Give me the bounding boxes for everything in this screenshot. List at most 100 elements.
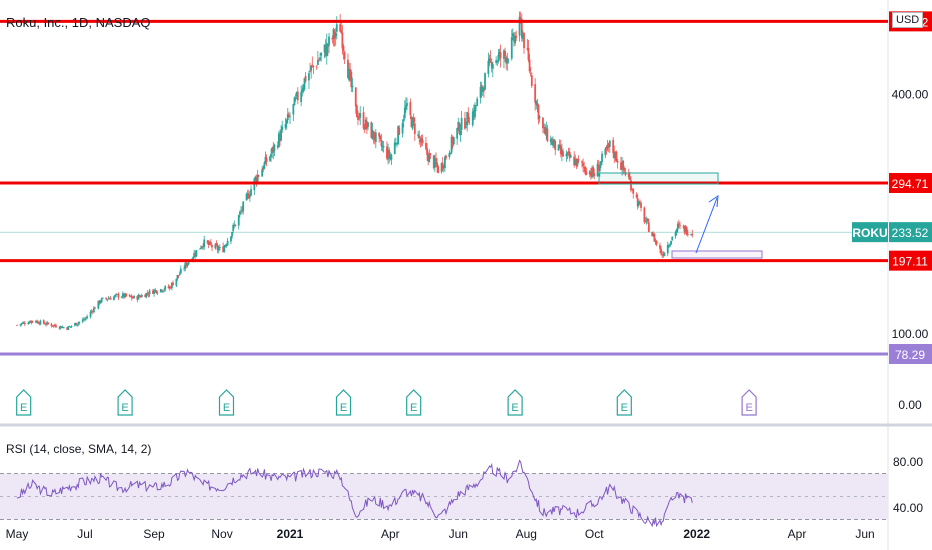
candle-body: [682, 226, 685, 228]
candle-body: [480, 84, 483, 92]
candle-body: [271, 147, 274, 154]
candle-body: [421, 139, 424, 144]
earnings-badge-icon: [117, 389, 133, 416]
candle-body: [285, 119, 288, 124]
candle-body: [632, 189, 635, 194]
candle-body: [646, 218, 649, 222]
candle-body: [389, 158, 392, 160]
candle-body: [637, 201, 640, 206]
candle-body: [152, 290, 154, 294]
candle-body: [627, 173, 630, 178]
candle-body: [100, 298, 103, 302]
candle-body: [371, 129, 374, 139]
candle-body: [334, 33, 337, 37]
candle-body: [388, 149, 391, 158]
candle-body: [241, 209, 243, 211]
candle-body: [52, 325, 55, 327]
candle-body: [136, 296, 139, 300]
candle-body: [584, 166, 587, 172]
candle-body: [218, 247, 221, 249]
candle-body: [588, 171, 591, 175]
candle-body: [341, 32, 344, 49]
candle-body: [506, 58, 509, 64]
earnings-marker[interactable]: E: [16, 389, 32, 416]
candle-body: [31, 320, 34, 322]
candle-body: [28, 321, 31, 324]
candle-body: [394, 143, 397, 145]
candle-body: [39, 320, 42, 325]
candle-body: [484, 73, 486, 90]
time-axis-label: Sep: [143, 527, 165, 541]
rsi-axis[interactable]: 80.00 40.00: [893, 455, 923, 515]
candle-body: [636, 197, 639, 207]
candle-body: [147, 294, 150, 296]
candle-body: [269, 156, 271, 161]
candle-body: [45, 324, 47, 325]
candle-body: [294, 97, 297, 100]
candle-body: [412, 117, 415, 123]
candle-body: [101, 297, 104, 299]
candle-body: [335, 24, 338, 32]
candle-body: [255, 177, 258, 182]
level-value: 78.29: [895, 348, 925, 362]
candle-body: [214, 244, 217, 249]
candle-body: [396, 143, 398, 145]
candle-body: [326, 44, 329, 48]
earnings-marker[interactable]: E: [335, 389, 352, 416]
candle-body: [66, 327, 69, 330]
symbol-title[interactable]: Roku, Inc., 1D, NASDAQ: [6, 15, 151, 30]
candle-body: [363, 128, 366, 130]
earnings-marker[interactable]: E: [406, 389, 422, 416]
price-axis[interactable]: 400.00 100.00 0.00: [892, 88, 929, 412]
candle-body: [645, 219, 648, 221]
candle-body: [124, 293, 126, 298]
candle-body: [452, 137, 455, 145]
horizontal-levels[interactable]: [0, 19, 888, 356]
target-rectangle: [598, 172, 719, 185]
candle-body: [319, 57, 321, 60]
candle-body: [387, 149, 389, 160]
time-axis[interactable]: May Jul Sep Nov 2021 Apr Jun Aug Oct 2022 Apr Jun: [6, 527, 875, 541]
candle-body: [67, 326, 70, 330]
candle-body: [605, 147, 608, 150]
candle-body: [535, 101, 538, 105]
candles[interactable]: [16, 11, 694, 331]
candle-body: [553, 139, 556, 144]
candle-body: [495, 60, 498, 63]
candle-body: [27, 323, 30, 325]
candle-body: [262, 167, 265, 170]
earnings-marker[interactable]: E: [507, 389, 523, 416]
candle-body: [256, 174, 259, 182]
candle-body: [60, 326, 63, 329]
candle-body: [554, 140, 557, 150]
candle-body: [420, 138, 423, 142]
user-drawings[interactable]: [598, 172, 763, 259]
earnings-badge-icon: [335, 389, 352, 416]
time-axis-label: Oct: [585, 527, 604, 541]
earnings-marker[interactable]: E: [741, 389, 757, 416]
candle-body: [355, 105, 358, 118]
rsi-indicator[interactable]: [16, 459, 693, 528]
candle-body: [403, 107, 406, 119]
candle-body: [30, 320, 33, 323]
candle-body: [604, 148, 607, 156]
currency-label[interactable]: USD: [892, 12, 924, 28]
candle-body: [583, 167, 586, 169]
earnings-marker[interactable]: E: [218, 389, 235, 416]
candle-body: [367, 122, 369, 128]
candle-body: [474, 104, 476, 118]
candle-body: [331, 37, 334, 40]
time-axis-label: Apr: [788, 527, 807, 541]
earnings-marker[interactable]: E: [117, 389, 133, 416]
candle-body: [304, 75, 307, 82]
candle-body: [663, 252, 666, 257]
candle-body: [635, 194, 638, 198]
candle-body: [215, 243, 218, 246]
rsi-legend[interactable]: RSI (14, close, SMA, 14, 2): [6, 442, 152, 456]
candle-body: [612, 139, 615, 154]
earnings-marker[interactable]: E: [616, 389, 632, 416]
candle-body: [601, 153, 603, 163]
candle-body: [129, 295, 132, 297]
